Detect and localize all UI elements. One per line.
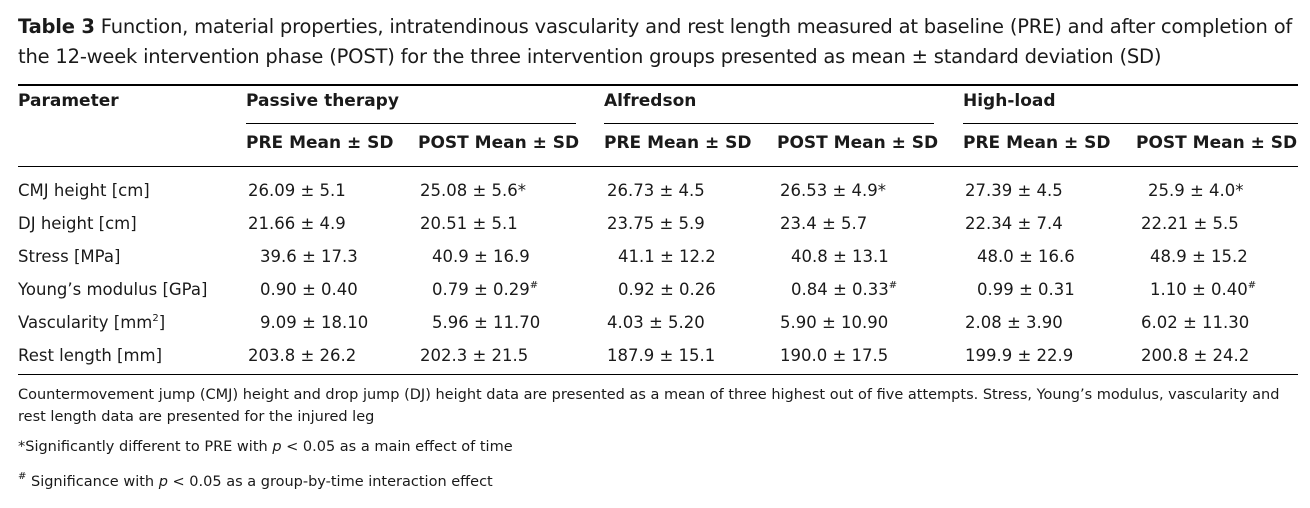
table-cell: 199.9 ± 22.9 <box>965 346 1074 365</box>
footnote-interaction: # Significance with p < 0.05 as a group-… <box>18 466 1288 493</box>
group-underline-alfredson <box>604 123 934 124</box>
table-cell: 23.75 ± 5.9 <box>607 214 705 233</box>
row-label: Vascularity [mm2] <box>18 313 165 332</box>
table-cell: 202.3 ± 21.5 <box>420 346 529 365</box>
table-cell: 200.8 ± 24.2 <box>1141 346 1250 365</box>
header-group-alfredson: Alfredson <box>604 91 697 111</box>
table-cell: 20.51 ± 5.1 <box>420 214 518 233</box>
table-cell: 22.21 ± 5.5 <box>1141 214 1239 233</box>
table-cell: 22.34 ± 7.4 <box>965 214 1063 233</box>
footnote-text: Significance with <box>26 474 159 490</box>
interaction-marker: # <box>529 280 539 291</box>
table-cell: 0.90 ± 0.40 <box>260 280 358 299</box>
header-post-highload: POST Mean ± SD <box>1136 133 1298 153</box>
table-cell: 40.9 ± 16.9 <box>432 247 530 266</box>
table-cell: 23.4 ± 5.7 <box>780 214 868 233</box>
table-cell: 21.66 ± 4.9 <box>248 214 346 233</box>
table-cell: 41.1 ± 12.2 <box>618 247 716 266</box>
footnote-text: < 0.05 as a main effect of time <box>281 439 513 455</box>
header-pre-alfredson: PRE Mean ± SD <box>604 133 752 153</box>
header-group-highload: High-load <box>963 91 1056 111</box>
table-cell: 0.84 ± 0.33# <box>791 280 897 299</box>
p-symbol: p <box>158 474 168 490</box>
table-cell: 26.73 ± 4.5 <box>607 181 705 200</box>
table-cell: 0.79 ± 0.29# <box>432 280 538 299</box>
header-parameter: Parameter <box>18 91 119 111</box>
table-cell: 0.92 ± 0.26 <box>618 280 716 299</box>
table-cell: 48.9 ± 15.2 <box>1150 247 1248 266</box>
p-symbol: p <box>272 439 282 455</box>
header-post-passive: POST Mean ± SD <box>418 133 580 153</box>
table-cell: 0.99 ± 0.31 <box>977 280 1075 299</box>
table-cell: 190.0 ± 17.5 <box>780 346 889 365</box>
cell-value: 0.84 ± 0.33 <box>791 280 889 299</box>
header-post-alfredson: POST Mean ± SD <box>777 133 939 153</box>
table-cell: 26.09 ± 5.1 <box>248 181 346 200</box>
row-label: Young’s modulus [GPa] <box>18 280 208 299</box>
table-top-rule <box>18 84 1298 86</box>
unit-exponent: 2 <box>152 313 159 324</box>
table-label: Table 3 <box>18 15 95 38</box>
table-cell: 2.08 ± 3.90 <box>965 313 1063 332</box>
interaction-marker: # <box>888 280 898 291</box>
table-cell: 25.9 ± 4.0* <box>1148 181 1244 200</box>
table-cell: 1.10 ± 0.40# <box>1150 280 1256 299</box>
table-bottom-rule <box>18 374 1298 375</box>
table-cell: 187.9 ± 15.1 <box>607 346 716 365</box>
footnote-text: *Significantly different to PRE with <box>18 439 273 455</box>
row-label: CMJ height [cm] <box>18 181 150 200</box>
table-cell: 25.08 ± 5.6* <box>420 181 527 200</box>
footnote-abbreviations: Countermovement jump (CMJ) height and dr… <box>18 387 1280 425</box>
table-cell: 203.8 ± 26.2 <box>248 346 357 365</box>
header-pre-passive: PRE Mean ± SD <box>246 133 394 153</box>
footnote-mark: # <box>18 471 27 482</box>
table-caption-text: Function, material properties, intratend… <box>18 15 1293 68</box>
cell-value: 1.10 ± 0.40 <box>1150 280 1248 299</box>
table-cell: 6.02 ± 11.30 <box>1141 313 1250 332</box>
table-cell: 40.8 ± 13.1 <box>791 247 889 266</box>
group-underline-highload <box>963 123 1298 124</box>
group-underline-passive <box>246 123 576 124</box>
table-cell: 4.03 ± 5.20 <box>607 313 705 332</box>
footnote-text: < 0.05 as a group-by-time interaction ef… <box>167 474 493 490</box>
cell-value: 0.79 ± 0.29 <box>432 280 530 299</box>
header-group-passive: Passive therapy <box>246 91 399 111</box>
table-header-rule <box>18 166 1298 167</box>
table-cell: 48.0 ± 16.6 <box>977 247 1075 266</box>
row-label: Stress [MPa] <box>18 247 121 266</box>
table-cell: 27.39 ± 4.5 <box>965 181 1063 200</box>
row-label: DJ height [cm] <box>18 214 137 233</box>
table-cell: 9.09 ± 18.10 <box>260 313 369 332</box>
table-cell: 5.96 ± 11.70 <box>432 313 541 332</box>
row-label: Rest length [mm] <box>18 346 163 365</box>
table-cell: 26.53 ± 4.9* <box>780 181 887 200</box>
interaction-marker: # <box>1247 280 1257 291</box>
row-label-end: ] <box>158 313 166 332</box>
table-caption: Table 3 Function, material properties, i… <box>18 12 1298 72</box>
table-cell: 5.90 ± 10.90 <box>780 313 889 332</box>
row-label-text: Vascularity [mm <box>18 313 153 332</box>
footnote-main-effect: *Significantly different to PRE with p <… <box>18 436 1288 458</box>
table-cell: 39.6 ± 17.3 <box>260 247 358 266</box>
header-pre-highload: PRE Mean ± SD <box>963 133 1111 153</box>
